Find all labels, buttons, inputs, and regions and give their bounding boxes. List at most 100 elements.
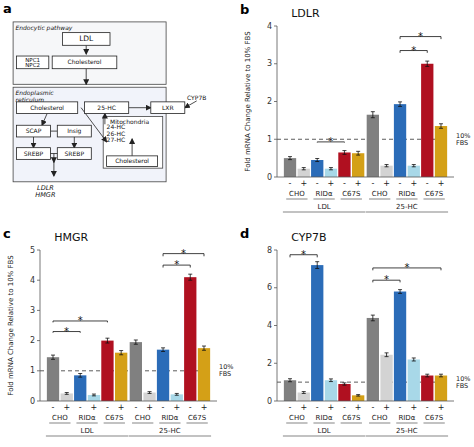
significance-label: * bbox=[181, 248, 186, 259]
bar bbox=[380, 355, 392, 401]
error-bar-cap bbox=[105, 338, 109, 339]
cell-label: C67S bbox=[105, 414, 124, 422]
error-bar-line bbox=[413, 358, 414, 361]
error-bar bbox=[425, 374, 429, 377]
significance-label: * bbox=[418, 31, 423, 42]
marks bbox=[284, 262, 447, 401]
group-label: 25-HC bbox=[396, 203, 418, 211]
error-bar-cap bbox=[315, 161, 319, 162]
bar bbox=[311, 265, 323, 401]
bar-panel: cHMGRFold mRNA Change Relative to 10% FB… bbox=[3, 226, 233, 436]
error-bar-cap bbox=[315, 158, 319, 159]
cell-label: RIDα bbox=[316, 190, 333, 198]
error-bar-line bbox=[386, 353, 387, 357]
error-bar-cap bbox=[202, 346, 206, 347]
error-bar-cap bbox=[385, 166, 389, 167]
arrow bbox=[132, 139, 133, 156]
cell-label: RIDα bbox=[398, 414, 415, 422]
bar bbox=[88, 395, 100, 401]
bar-panel: dCYP7B02468***10%FBS-+-+-+-+-+-+CHORIDαC… bbox=[240, 226, 470, 436]
schematic-label: Cholesterol bbox=[115, 157, 149, 164]
error-bar-cap bbox=[161, 347, 165, 348]
x-tick-label: + bbox=[91, 403, 98, 412]
cell-underline bbox=[369, 423, 390, 424]
error-bar bbox=[288, 157, 292, 160]
cell-underline bbox=[159, 423, 180, 424]
error-bar-cap bbox=[105, 343, 109, 344]
group-underline bbox=[366, 212, 448, 213]
bar bbox=[284, 380, 296, 401]
title: HMGR bbox=[54, 231, 88, 244]
schematic-label: Cholesterol bbox=[30, 103, 64, 110]
error-bar-line bbox=[440, 124, 441, 129]
bar bbox=[47, 357, 59, 401]
x-tick-label: + bbox=[383, 403, 390, 412]
error-bar-cap bbox=[439, 123, 443, 124]
x-tick-label: + bbox=[410, 179, 417, 188]
cell-underline bbox=[132, 423, 153, 424]
y-tick bbox=[274, 101, 277, 102]
error-bar bbox=[412, 358, 416, 361]
error-bar bbox=[315, 159, 319, 162]
cell-underline bbox=[186, 423, 207, 424]
error-bar-cap bbox=[342, 154, 346, 155]
bar bbox=[380, 166, 392, 177]
cell-label: RIDα bbox=[161, 414, 178, 422]
y-axis bbox=[277, 26, 278, 177]
error-bar-cap bbox=[148, 393, 152, 394]
error-bar-cap bbox=[134, 339, 138, 340]
x-axis bbox=[277, 401, 454, 402]
x-tick-label: + bbox=[146, 403, 153, 412]
arrow bbox=[86, 45, 87, 54]
marks bbox=[47, 274, 210, 401]
error-bar-cap bbox=[439, 376, 443, 377]
error-bar-line bbox=[400, 102, 401, 107]
cell-underline bbox=[104, 423, 125, 424]
error-bar-cap bbox=[385, 356, 389, 357]
error-bar-cap bbox=[175, 395, 179, 396]
schematic-label: Endocytic pathway bbox=[15, 24, 72, 32]
error-bar-line bbox=[290, 379, 291, 382]
error-bar-cap bbox=[148, 391, 152, 392]
arrow bbox=[185, 101, 197, 108]
error-bar-cap bbox=[425, 376, 429, 377]
error-bar-cap bbox=[439, 128, 443, 129]
error-bar-line bbox=[427, 61, 428, 66]
bar bbox=[298, 393, 310, 401]
error-bar-cap bbox=[188, 280, 192, 281]
x-tick-label: - bbox=[426, 179, 429, 188]
y-tick-label: 2 bbox=[267, 359, 272, 368]
y-tick-label: 4 bbox=[267, 321, 272, 330]
cell-label: CHO bbox=[52, 414, 68, 422]
cell-label: CHO bbox=[135, 414, 151, 422]
y-tick bbox=[37, 310, 40, 311]
schematic-label: Insig bbox=[67, 127, 81, 135]
error-bar bbox=[188, 274, 192, 280]
cell-label: RIDα bbox=[316, 414, 333, 422]
reference-line bbox=[277, 139, 440, 140]
y-tick bbox=[274, 363, 277, 364]
error-bar-cap bbox=[329, 378, 333, 379]
cell-underline bbox=[423, 199, 444, 200]
error-bar bbox=[329, 379, 333, 382]
error-bar-cap bbox=[356, 151, 360, 152]
bar bbox=[421, 376, 433, 401]
error-bar-cap bbox=[288, 381, 292, 382]
error-bar bbox=[134, 340, 138, 344]
group-label: LDL bbox=[80, 427, 93, 435]
bar bbox=[394, 104, 406, 177]
schematic-label: Endoplasmicreticulum bbox=[15, 89, 54, 102]
cell-label: C67S bbox=[425, 190, 444, 198]
title: LDLR bbox=[291, 7, 320, 20]
cell-label: CHO bbox=[289, 414, 305, 422]
error-bar-cap bbox=[412, 166, 416, 167]
y-tick-label: 0 bbox=[30, 397, 35, 406]
y-tick bbox=[37, 250, 40, 251]
schematic-box bbox=[17, 125, 51, 137]
reference-label: 10%FBS bbox=[456, 132, 470, 147]
x-tick-label: + bbox=[328, 179, 335, 188]
error-bar-cap bbox=[342, 150, 346, 151]
error-bar-cap bbox=[412, 357, 416, 358]
y-tick-label: 4 bbox=[267, 22, 272, 31]
error-bar bbox=[371, 112, 375, 118]
